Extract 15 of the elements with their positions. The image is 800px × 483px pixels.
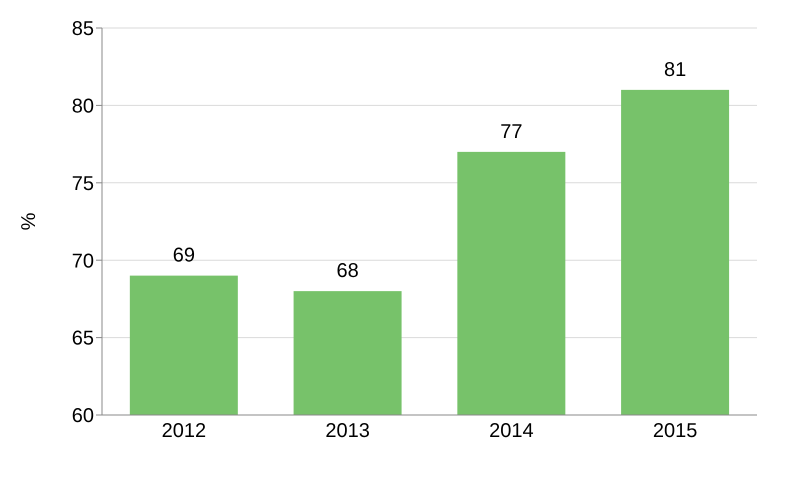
data-label: 68	[336, 260, 359, 282]
y-tick-label: 70	[72, 250, 94, 272]
x-tick-label: 2014	[489, 420, 534, 442]
y-axis-title: %	[18, 212, 40, 230]
y-tick-label: 80	[72, 96, 94, 118]
y-tick-label: 60	[72, 405, 94, 428]
y-tick-label: 85	[72, 18, 94, 40]
data-label: 69	[172, 244, 195, 267]
y-tick-label: 65	[72, 328, 94, 350]
x-tick-label: 2012	[162, 420, 206, 442]
x-tick-label: 2013	[325, 420, 370, 442]
x-tick-label: 2015	[652, 420, 698, 442]
data-label: 77	[500, 120, 522, 143]
data-label: 81	[664, 58, 686, 81]
y-tick-label: 75	[72, 172, 94, 195]
